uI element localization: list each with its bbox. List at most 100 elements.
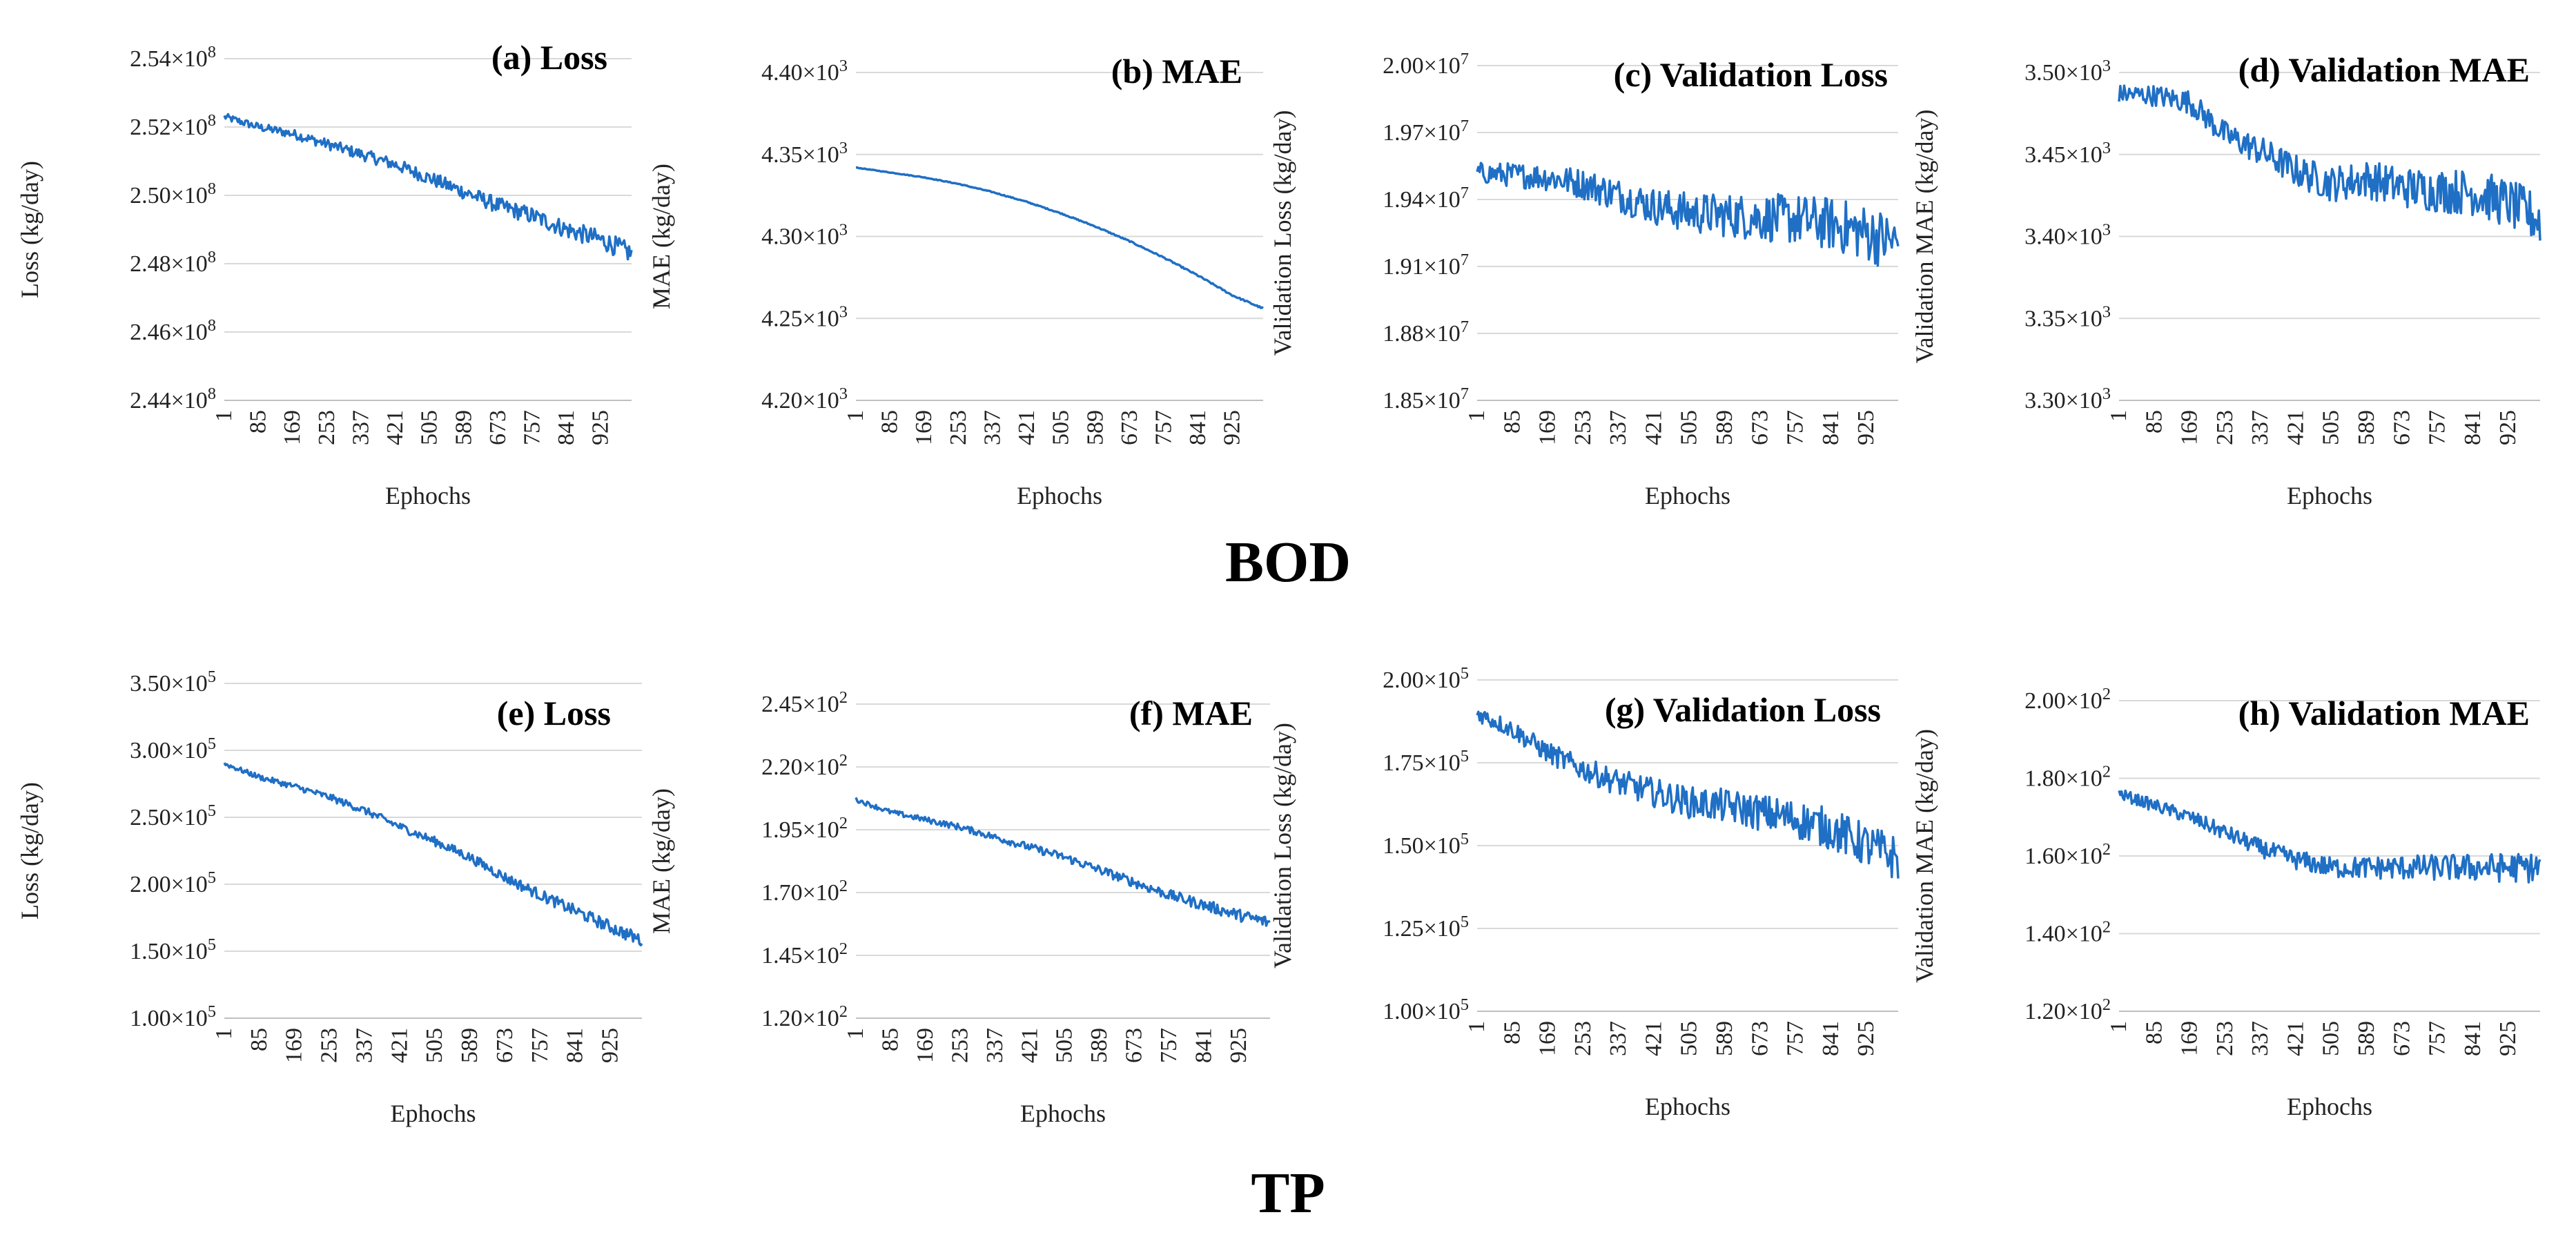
x-tick-label: 589 (2354, 1021, 2379, 1056)
x-tick-label: 841 (1818, 410, 1844, 445)
x-tick-label: 1 (211, 1028, 237, 1040)
x-tick-label: 337 (351, 1028, 377, 1063)
x-tick-label: 925 (2495, 1021, 2521, 1056)
x-tick-label: 925 (2495, 410, 2521, 445)
x-tick-label: 85 (2141, 1021, 2167, 1044)
y-tick-label: 2.00×107 (1383, 50, 1469, 79)
x-axis-title: Ephochs (1645, 1093, 1730, 1120)
series-line (2118, 84, 2541, 241)
x-tick-label: 421 (1641, 410, 1666, 445)
x-tick-label: 505 (422, 1028, 447, 1063)
y-tick-label: 4.20×103 (761, 384, 848, 414)
x-tick-label: 505 (1048, 410, 1074, 445)
y-tick-label: 2.54×108 (130, 43, 216, 72)
series-line (223, 762, 643, 947)
x-tick-label: 1 (211, 410, 237, 422)
y-tick-label: 2.20×102 (761, 751, 848, 781)
x-tick-label: 253 (314, 410, 340, 445)
y-tick-label: 1.50×105 (1383, 830, 1469, 859)
y-axis-title: Validation Loss (kg/day) (1269, 110, 1296, 356)
x-axis-title: Ephochs (1020, 1100, 1106, 1127)
chart-title: (c) Validation Loss (1614, 55, 1888, 94)
x-axis-title: Ephochs (391, 1100, 476, 1127)
x-tick-label: 757 (519, 410, 545, 445)
x-tick-label: 589 (451, 410, 476, 445)
y-tick-label: 1.60×102 (2024, 840, 2111, 870)
y-tick-label: 2.46×108 (130, 316, 216, 346)
chart-panel-g: 1.00×105 1.25×105 1.50×105 1.75×105 2.00×105… (1269, 664, 1900, 1120)
x-tick-label: 589 (1712, 1021, 1737, 1056)
y-tick-label: 3.00×105 (130, 734, 216, 764)
chart-title: (a) Loss (491, 38, 607, 77)
y-axis-title: Validation MAE (kg/day) (1911, 110, 1938, 364)
y-tick-label: 2.00×102 (2024, 685, 2111, 714)
group-label-tp: TP (1251, 1161, 1325, 1225)
x-tick-label: 925 (1220, 410, 1245, 445)
y-tick-label: 1.00×105 (130, 1002, 216, 1032)
group-label-bod: BOD (1224, 530, 1352, 594)
x-tick-label: 169 (282, 1028, 307, 1063)
x-tick-label: 85 (877, 1028, 903, 1051)
x-tick-label: 757 (1783, 1021, 1808, 1056)
chart-panel-d: 3.30×103 3.35×103 3.40×103 3.45×103 3.50×103… (1911, 50, 2541, 509)
series-line (855, 166, 1264, 309)
x-tick-label: 1 (2106, 1021, 2131, 1033)
x-tick-label: 1 (843, 410, 868, 422)
x-tick-label: 505 (1677, 1021, 1702, 1056)
y-tick-label: 1.97×107 (1383, 117, 1469, 146)
y-tick-label: 1.40×102 (2024, 917, 2111, 947)
y-tick-label: 3.50×103 (2024, 57, 2111, 86)
y-tick-label: 1.85×107 (1383, 384, 1469, 414)
x-tick-label: 505 (417, 410, 442, 445)
y-tick-label: 1.50×105 (130, 935, 216, 965)
x-tick-label: 841 (1191, 1028, 1217, 1063)
y-tick-label: 1.45×102 (761, 939, 848, 969)
x-tick-label: 337 (979, 410, 1005, 445)
x-tick-label: 757 (527, 1028, 553, 1063)
series-line (1476, 162, 1900, 267)
x-tick-label: 673 (1747, 410, 1773, 445)
y-tick-label: 4.30×103 (761, 220, 848, 250)
x-tick-label: 421 (387, 1028, 412, 1063)
x-tick-label: 253 (947, 1028, 973, 1063)
y-tick-label: 2.52×108 (130, 111, 216, 141)
x-tick-label: 841 (2460, 1021, 2486, 1056)
y-tick-label: 1.70×102 (761, 877, 848, 906)
x-tick-label: 337 (2247, 410, 2273, 445)
y-tick-label: 2.45×102 (761, 688, 848, 718)
x-tick-label: 757 (2425, 410, 2450, 445)
x-tick-label: 337 (2247, 1021, 2273, 1056)
x-axis-title: Ephochs (2287, 1093, 2372, 1120)
y-tick-label: 2.50×105 (130, 801, 216, 831)
x-axis-title: Ephochs (1645, 482, 1730, 509)
x-tick-label: 841 (554, 410, 579, 445)
x-tick-label: 421 (2283, 1021, 2308, 1056)
x-tick-label: 85 (246, 1028, 272, 1051)
x-tick-label: 169 (1535, 410, 1561, 445)
x-tick-label: 253 (946, 410, 971, 445)
x-tick-label: 421 (1014, 410, 1040, 445)
x-tick-label: 253 (1570, 410, 1596, 445)
x-tick-label: 757 (2425, 1021, 2450, 1056)
chart-panel-f: 1.20×102 1.45×102 1.70×102 1.95×102 2.20×102… (647, 688, 1271, 1127)
series-line (855, 797, 1271, 927)
x-tick-label: 505 (1677, 410, 1702, 445)
x-tick-label: 589 (1712, 410, 1737, 445)
x-tick-label: 757 (1783, 410, 1808, 445)
x-tick-label: 673 (492, 1028, 518, 1063)
x-tick-label: 169 (2177, 1021, 2203, 1056)
x-tick-label: 589 (2354, 410, 2379, 445)
chart-panel-c: 1.85×107 1.88×107 1.91×107 1.94×107 1.97×107… (1269, 50, 1900, 509)
chart-panel-b: 4.20×103 4.25×103 4.30×103 4.35×103 4.40×103… (647, 52, 1264, 509)
y-tick-label: 1.95×102 (761, 814, 848, 844)
x-tick-label: 169 (1535, 1021, 1561, 1056)
chart-title: (h) Validation MAE (2238, 694, 2530, 732)
chart-title: (e) Loss (497, 694, 611, 732)
x-tick-label: 85 (1499, 1021, 1525, 1044)
chart-title: (g) Validation Loss (1605, 690, 1881, 729)
x-tick-label: 337 (1606, 410, 1631, 445)
series-line (1476, 710, 1900, 879)
x-tick-label: 505 (2319, 410, 2344, 445)
x-tick-label: 85 (2141, 410, 2167, 434)
